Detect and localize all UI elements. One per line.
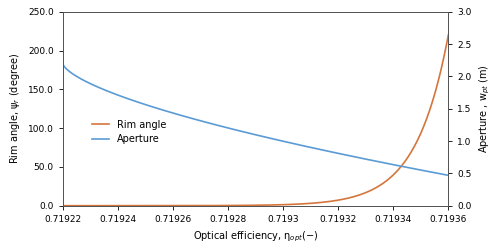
Line: Rim angle: Rim angle <box>63 35 448 206</box>
Aperture <box>60 62 66 65</box>
Rim angle <box>268 203 274 206</box>
Aperture <box>376 160 382 163</box>
Rim angle <box>60 204 66 207</box>
X-axis label: Optical efficiency, η$_{opt}$(−): Optical efficiency, η$_{opt}$(−) <box>193 229 318 244</box>
Aperture <box>245 132 251 135</box>
Rim angle <box>376 184 382 187</box>
Aperture <box>289 142 295 145</box>
Aperture <box>446 174 452 177</box>
Y-axis label: Rim angle, ψ$_r$ (degree): Rim angle, ψ$_r$ (degree) <box>8 53 22 164</box>
Rim angle <box>245 204 251 207</box>
Rim angle <box>446 34 452 37</box>
Line: Aperture: Aperture <box>63 64 448 175</box>
Y-axis label: Aperture , w$_{pt}$ (m): Aperture , w$_{pt}$ (m) <box>478 64 492 153</box>
Aperture <box>268 137 274 140</box>
Rim angle <box>243 204 249 207</box>
Rim angle <box>436 76 442 79</box>
Legend: Rim angle, Aperture: Rim angle, Aperture <box>87 115 172 149</box>
Rim angle <box>289 203 295 206</box>
Aperture <box>243 131 249 134</box>
Aperture <box>436 172 442 175</box>
